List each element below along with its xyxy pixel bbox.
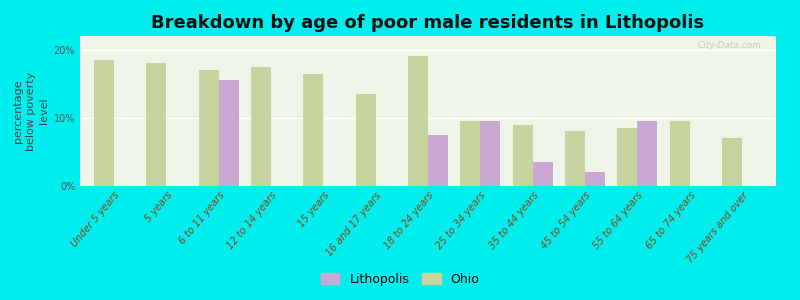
Bar: [565, 131, 585, 186]
Bar: [461, 121, 480, 186]
Bar: [533, 162, 553, 186]
Bar: [356, 94, 376, 186]
Bar: [638, 121, 658, 186]
Bar: [146, 63, 166, 186]
Bar: [428, 135, 448, 186]
Bar: [408, 56, 428, 186]
Bar: [218, 80, 238, 186]
Bar: [94, 60, 114, 186]
Text: City-Data.com: City-Data.com: [698, 40, 762, 50]
Bar: [722, 138, 742, 186]
Bar: [670, 121, 690, 186]
Bar: [585, 172, 605, 186]
Y-axis label: percentage
below poverty
level: percentage below poverty level: [13, 71, 50, 151]
Bar: [618, 128, 638, 186]
Bar: [198, 70, 218, 186]
Legend: Lithopolis, Ohio: Lithopolis, Ohio: [316, 268, 484, 291]
Bar: [513, 124, 533, 186]
Bar: [480, 121, 500, 186]
Title: Breakdown by age of poor male residents in Lithopolis: Breakdown by age of poor male residents …: [151, 14, 705, 32]
Bar: [303, 74, 323, 186]
Bar: [251, 67, 271, 186]
